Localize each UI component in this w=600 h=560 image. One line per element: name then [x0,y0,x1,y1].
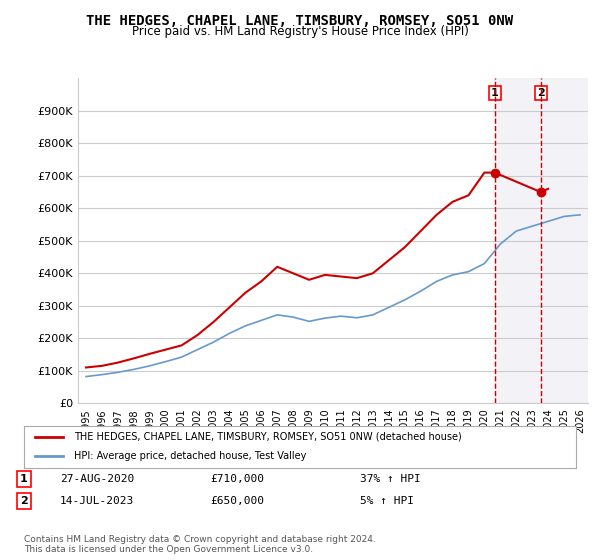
Text: 2: 2 [537,88,545,98]
Text: HPI: Average price, detached house, Test Valley: HPI: Average price, detached house, Test… [74,451,306,461]
Text: 14-JUL-2023: 14-JUL-2023 [60,496,134,506]
Text: 1: 1 [491,88,499,98]
Text: 1: 1 [20,474,28,484]
Text: 2: 2 [20,496,28,506]
Text: Contains HM Land Registry data © Crown copyright and database right 2024.
This d: Contains HM Land Registry data © Crown c… [24,535,376,554]
Text: £650,000: £650,000 [210,496,264,506]
Text: THE HEDGES, CHAPEL LANE, TIMSBURY, ROMSEY, SO51 0NW (detached house): THE HEDGES, CHAPEL LANE, TIMSBURY, ROMSE… [74,432,461,442]
Text: THE HEDGES, CHAPEL LANE, TIMSBURY, ROMSEY, SO51 0NW: THE HEDGES, CHAPEL LANE, TIMSBURY, ROMSE… [86,14,514,28]
Text: 37% ↑ HPI: 37% ↑ HPI [360,474,421,484]
Bar [495,78,588,403]
Text: Price paid vs. HM Land Registry's House Price Index (HPI): Price paid vs. HM Land Registry's House … [131,25,469,38]
Text: 5% ↑ HPI: 5% ↑ HPI [360,496,414,506]
Text: 27-AUG-2020: 27-AUG-2020 [60,474,134,484]
Text: £710,000: £710,000 [210,474,264,484]
